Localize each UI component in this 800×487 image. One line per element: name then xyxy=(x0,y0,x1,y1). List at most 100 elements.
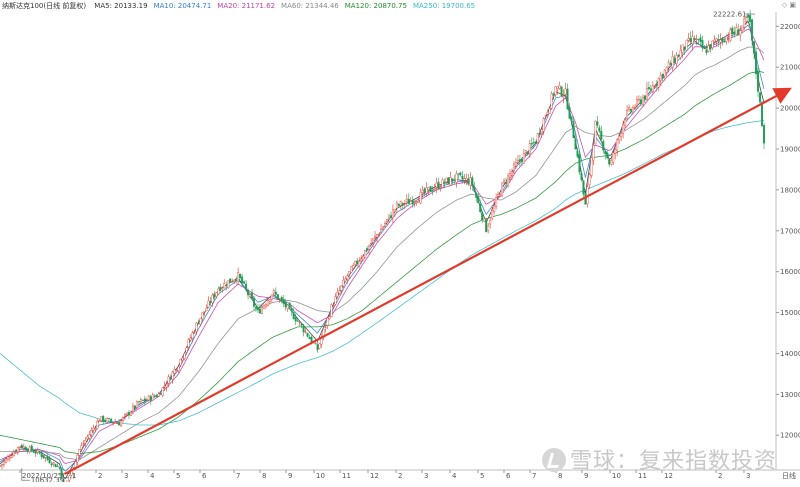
candle-body xyxy=(20,445,23,448)
candle-body xyxy=(441,179,444,188)
candle-body xyxy=(316,344,319,351)
candle-body xyxy=(749,15,752,23)
x-tick-label: 9 xyxy=(288,472,292,480)
candle-body xyxy=(209,301,212,303)
y-tick-label: 15000 xyxy=(780,309,800,317)
candle-body xyxy=(759,92,762,103)
candle-body xyxy=(471,177,474,186)
candle-body xyxy=(88,434,91,439)
candle-body xyxy=(568,107,571,119)
candle-body xyxy=(374,235,377,238)
candle-body xyxy=(149,396,152,401)
candle-body xyxy=(104,420,107,422)
candle-body xyxy=(540,129,543,133)
ma-legend-item: MA60: 21344.46 xyxy=(281,2,339,10)
candle-body xyxy=(356,260,359,265)
candle-body xyxy=(296,320,299,322)
candle-body xyxy=(401,203,404,206)
candle-body xyxy=(195,322,198,332)
candle-body xyxy=(679,50,682,58)
candle-body xyxy=(560,86,563,96)
candle-body xyxy=(737,29,740,36)
candle-body xyxy=(262,305,265,309)
candle-body xyxy=(715,38,718,42)
chart-title: 纳斯达克100(日线 前复权) xyxy=(2,2,87,10)
candle-body xyxy=(292,312,295,319)
candle-body xyxy=(278,298,281,300)
candle-body xyxy=(463,178,466,181)
candle-body xyxy=(165,384,168,388)
candle-body xyxy=(219,286,222,291)
candle-body xyxy=(499,194,502,197)
candle-body xyxy=(445,177,448,183)
x-tick-label: 9 xyxy=(584,472,588,480)
x-tick-label: 10 xyxy=(612,472,621,480)
candle-body xyxy=(534,141,537,144)
candle-body xyxy=(610,160,613,165)
candle-body xyxy=(86,436,89,440)
x-tick-label: 5 xyxy=(176,472,180,480)
candle-body xyxy=(358,260,361,266)
candle-body xyxy=(120,420,123,427)
candle-body xyxy=(604,151,607,155)
candle-body xyxy=(526,151,529,155)
candle-body xyxy=(223,283,226,289)
candle-body xyxy=(127,412,130,416)
candle-body xyxy=(362,255,365,260)
candle-body xyxy=(639,99,642,104)
candle-body xyxy=(264,304,267,307)
candle-body xyxy=(695,38,698,40)
candle-body xyxy=(641,97,644,106)
candle-body xyxy=(350,266,353,273)
candle-body xyxy=(582,180,585,195)
x-tick-label: 2022/10/25(二) xyxy=(22,472,75,480)
candle-body xyxy=(0,463,3,467)
candle-body xyxy=(24,447,27,451)
candle-body xyxy=(647,87,650,90)
candle-body xyxy=(447,177,450,185)
candle-body xyxy=(245,283,248,290)
candle-body xyxy=(497,194,500,197)
candle-body xyxy=(326,317,329,326)
candle-body xyxy=(459,172,462,176)
x-tick-label: 5 xyxy=(480,472,484,480)
candle-body xyxy=(602,141,605,151)
candle-body xyxy=(729,29,732,41)
candle-body xyxy=(413,201,416,203)
candle-body xyxy=(683,46,686,50)
candle-body xyxy=(110,419,113,422)
low-annotation: 10632.39 xyxy=(31,477,64,482)
candle-body xyxy=(632,107,635,113)
candle-body xyxy=(588,174,591,186)
candle-body xyxy=(520,159,523,163)
candle-body xyxy=(304,331,307,333)
chart-tools[interactable]: ◇ ▣ xyxy=(781,1,796,9)
candle-body xyxy=(18,446,21,448)
x-tick-label: 11 xyxy=(638,472,647,480)
candle-body xyxy=(548,108,551,115)
candle-body xyxy=(675,54,678,65)
x-tick-label: 7 xyxy=(532,472,536,480)
candle-body xyxy=(755,51,758,75)
candle-body xyxy=(237,272,240,282)
candle-body xyxy=(743,18,746,28)
candle-body xyxy=(596,121,599,126)
x-tick-label: 12 xyxy=(664,472,673,480)
candle-body xyxy=(705,49,708,53)
candle-body xyxy=(229,278,232,283)
candle-body xyxy=(254,306,257,309)
candle-body xyxy=(235,279,238,281)
candle-body xyxy=(54,463,57,468)
candle-body xyxy=(657,78,660,88)
candle-body xyxy=(247,289,250,296)
candle-body xyxy=(518,159,521,162)
x-tick-label: 10 xyxy=(316,472,325,480)
candle-body xyxy=(10,455,13,458)
candle-body xyxy=(215,292,218,297)
candle-body xyxy=(133,405,136,409)
ma-line-ma20 xyxy=(0,28,765,465)
candle-body xyxy=(407,198,410,204)
candle-body xyxy=(745,17,748,22)
